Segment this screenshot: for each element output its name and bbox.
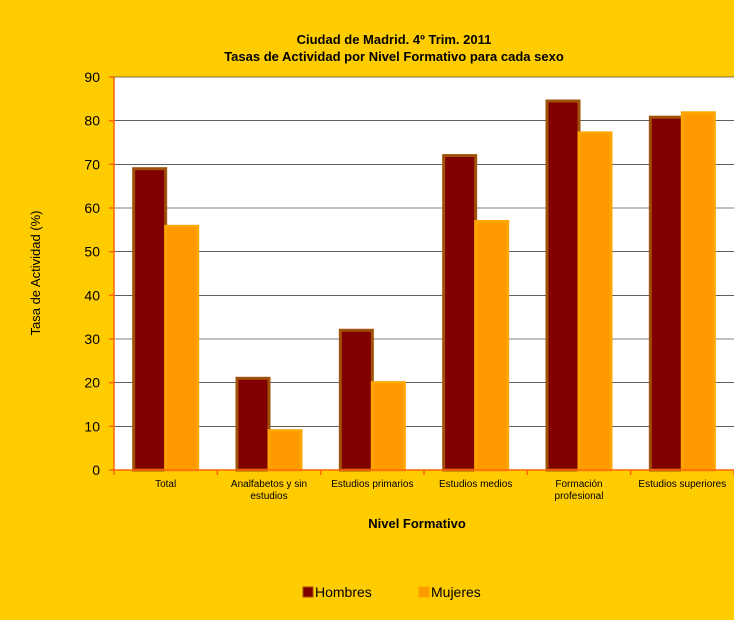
bar-mujeres-0 bbox=[164, 224, 200, 472]
y-tick-label: 0 bbox=[92, 462, 100, 478]
x-tick-label: Estudios medios bbox=[439, 479, 512, 490]
bar-hombres-3 bbox=[442, 154, 478, 472]
x-tick-label: Formación profesional bbox=[555, 479, 604, 502]
x-tick-label-line: Analfabetos y sin bbox=[231, 479, 307, 490]
bar-hombres-5 bbox=[648, 115, 684, 472]
x-tick-label: Total bbox=[155, 479, 176, 490]
x-tick-label-line: profesional bbox=[555, 491, 604, 502]
x-tick-label-line: Estudios primarios bbox=[331, 479, 413, 490]
legend-label-mujeres: Mujeres bbox=[431, 584, 481, 600]
y-tick-label: 50 bbox=[84, 244, 100, 260]
x-tick-label-line: Formación bbox=[555, 479, 602, 490]
bar-hombres-0 bbox=[132, 167, 168, 472]
bar-hombres-2 bbox=[338, 328, 374, 472]
chart-title: Ciudad de Madrid. 4º Trim. 2011 bbox=[297, 32, 492, 47]
bar-mujeres-3 bbox=[474, 220, 510, 472]
x-tick-label: Estudios superiores bbox=[638, 479, 726, 490]
y-tick-label: 10 bbox=[84, 418, 100, 434]
bar-mujeres-4 bbox=[577, 131, 613, 472]
y-tick-label: 90 bbox=[84, 69, 100, 85]
legend-swatch-mujeres bbox=[418, 586, 430, 598]
y-tick-label: 60 bbox=[84, 200, 100, 216]
bar-mujeres-1 bbox=[267, 429, 303, 472]
y-tick-label: 30 bbox=[84, 331, 100, 347]
x-tick-label-line: Total bbox=[155, 479, 176, 490]
y-tick-label: 20 bbox=[84, 375, 100, 391]
bar-hombres-4 bbox=[545, 99, 581, 472]
bar-mujeres-5 bbox=[680, 111, 716, 472]
x-tick-label: Analfabetos y sin estudios bbox=[231, 479, 307, 502]
x-tick-label-line: Estudios medios bbox=[439, 479, 512, 490]
y-tick-label: 40 bbox=[84, 287, 100, 303]
legend: Hombres Mujeres bbox=[302, 584, 481, 600]
x-tick-label-line: estudios bbox=[250, 491, 287, 502]
bar-hombres-1 bbox=[235, 376, 271, 472]
y-tick-label: 80 bbox=[84, 113, 100, 129]
y-tick-label: 70 bbox=[84, 156, 100, 172]
legend-swatch-hombres bbox=[302, 586, 314, 598]
axes bbox=[109, 76, 734, 475]
legend-label-hombres: Hombres bbox=[315, 584, 372, 600]
chart-subtitle: Tasas de Actividad por Nivel Formativo p… bbox=[224, 49, 564, 64]
x-axis-label: Nivel Formativo bbox=[368, 516, 466, 531]
bar-mujeres-2 bbox=[370, 381, 406, 472]
y-tick-labels: 0 10 20 30 40 50 60 70 80 90 bbox=[84, 69, 100, 478]
x-tick-label: Estudios primarios bbox=[331, 479, 413, 490]
x-tick-label-line: Estudios superiores bbox=[638, 479, 726, 490]
y-axis-label: Tasa de Actividad (%) bbox=[28, 210, 43, 335]
plot-area bbox=[114, 77, 734, 470]
gridlines bbox=[114, 76, 734, 427]
x-tick-labels: Total Analfabetos y sin estudios Estudios p… bbox=[155, 479, 726, 502]
